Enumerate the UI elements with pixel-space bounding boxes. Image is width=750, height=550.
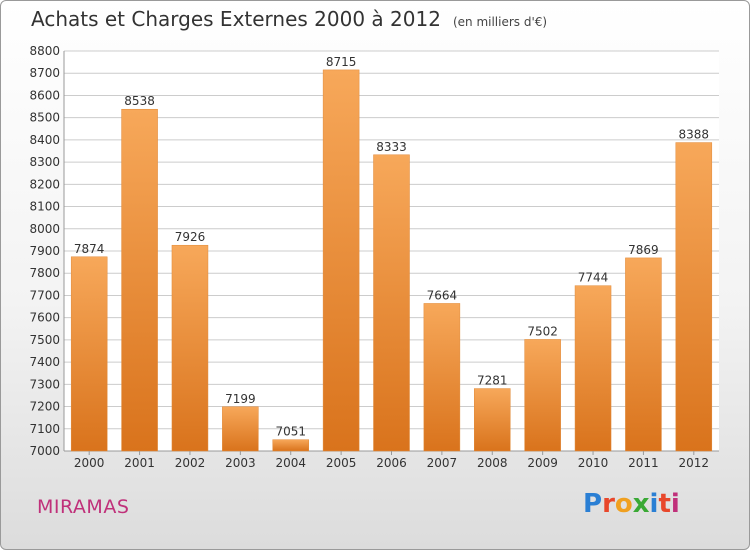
bar bbox=[272, 439, 309, 452]
x-tick-label: 2009 bbox=[527, 456, 558, 470]
x-tick-label: 2011 bbox=[628, 456, 659, 470]
y-tick-label: 7300 bbox=[29, 377, 60, 391]
bar bbox=[121, 108, 158, 452]
x-tick-label: 2012 bbox=[679, 456, 710, 470]
x-tick-label: 2006 bbox=[376, 456, 407, 470]
x-tick-label: 2010 bbox=[578, 456, 609, 470]
city-name: MIRAMAS bbox=[37, 496, 130, 518]
y-tick-label: 8600 bbox=[29, 88, 60, 102]
logo-letter: o bbox=[614, 489, 633, 519]
y-tick-label: 7500 bbox=[29, 333, 60, 347]
bar bbox=[70, 256, 108, 452]
bar bbox=[373, 154, 410, 452]
y-tick-label: 7600 bbox=[29, 311, 60, 325]
y-tick-label: 8200 bbox=[29, 177, 60, 191]
logo-letter: P bbox=[583, 489, 603, 519]
data-label: 7502 bbox=[527, 324, 558, 338]
y-tick-label: 7900 bbox=[29, 244, 60, 258]
logo-letter: r bbox=[602, 489, 615, 519]
y-tick-label: 7200 bbox=[29, 400, 60, 414]
bar bbox=[474, 388, 511, 452]
y-tick-label: 7400 bbox=[29, 355, 60, 369]
data-label: 8715 bbox=[326, 55, 357, 69]
data-label: 8538 bbox=[124, 94, 155, 108]
bar bbox=[423, 303, 461, 452]
data-label: 7051 bbox=[275, 425, 306, 439]
logo-letter: i bbox=[670, 489, 680, 519]
logo-letter: i bbox=[649, 489, 659, 519]
logo-letter: x bbox=[632, 489, 650, 519]
y-tick-label: 7000 bbox=[29, 444, 60, 458]
x-tick-label: 2004 bbox=[275, 456, 306, 470]
bar bbox=[625, 257, 662, 452]
x-tick-label: 2000 bbox=[74, 456, 105, 470]
x-tick-label: 2001 bbox=[124, 456, 155, 470]
bar bbox=[574, 285, 612, 452]
chart-unit: (en milliers d'€) bbox=[452, 15, 548, 29]
y-tick-label: 8500 bbox=[29, 111, 60, 125]
x-tick-label: 2007 bbox=[427, 456, 458, 470]
bar bbox=[171, 244, 209, 452]
data-label: 7744 bbox=[578, 271, 609, 285]
y-tick-label: 8100 bbox=[29, 200, 60, 214]
y-tick-label: 7100 bbox=[29, 422, 60, 436]
y-tick-label: 8000 bbox=[29, 222, 60, 236]
data-label: 7199 bbox=[225, 392, 256, 406]
data-label: 7869 bbox=[628, 243, 659, 257]
chart-title: Achats et Charges Externes 2000 à 2012 (e… bbox=[31, 7, 547, 31]
bar bbox=[322, 69, 360, 452]
y-tick-label: 7700 bbox=[29, 288, 60, 302]
proxiti-logo: Proxiti bbox=[583, 489, 680, 519]
y-tick-label: 8800 bbox=[29, 44, 60, 58]
y-tick-label: 8300 bbox=[29, 155, 60, 169]
x-tick-label: 2005 bbox=[326, 456, 357, 470]
y-tick-label: 7800 bbox=[29, 266, 60, 280]
bar bbox=[222, 406, 259, 452]
data-label: 8333 bbox=[376, 140, 407, 154]
bar bbox=[675, 142, 713, 452]
y-tick-label: 8700 bbox=[29, 66, 60, 80]
data-label: 7281 bbox=[477, 374, 508, 388]
data-label: 7664 bbox=[427, 288, 458, 302]
data-label: 7874 bbox=[74, 242, 105, 256]
x-tick-label: 2003 bbox=[225, 456, 256, 470]
x-tick-label: 2008 bbox=[477, 456, 508, 470]
chart-title-text: Achats et Charges Externes 2000 à 2012 bbox=[31, 7, 441, 31]
y-tick-label: 8400 bbox=[29, 133, 60, 147]
logo-letter: t bbox=[658, 489, 671, 519]
data-label: 8388 bbox=[679, 128, 710, 142]
data-label: 7926 bbox=[175, 230, 206, 244]
bar bbox=[524, 339, 561, 452]
x-tick-label: 2002 bbox=[175, 456, 206, 470]
